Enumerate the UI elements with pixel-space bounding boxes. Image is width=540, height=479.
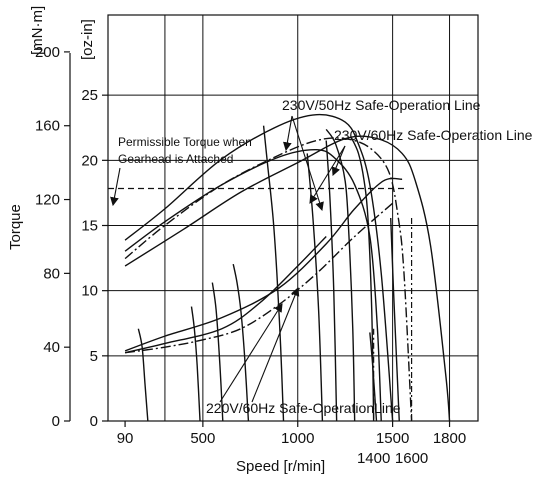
- y-tick-label-ozin: 20: [81, 152, 98, 169]
- series-line-9: [306, 153, 324, 422]
- x-tick-label: 90: [117, 430, 134, 447]
- y-tick-label-ozin: 25: [81, 87, 98, 104]
- series-line-13: [232, 263, 250, 422]
- x-tick-label: 500: [190, 430, 215, 447]
- series-line-4: [124, 135, 451, 422]
- series-line-15: [137, 328, 149, 422]
- grid: [107, 14, 479, 422]
- arrow-permissible: [110, 167, 121, 207]
- y-axis-unit-ozin: [oz-in]: [79, 19, 96, 60]
- series-line-14: [190, 306, 201, 422]
- annotation-permissible-torque-line2: Gearhead is Attached: [118, 152, 233, 166]
- annotation-230v-60hz: 230V/60Hz Safe-Operation Line: [334, 127, 533, 143]
- y-tick-label-mNm: 0: [52, 413, 60, 430]
- series-line-3: [124, 137, 413, 422]
- arrow-230v-50hz-b: [283, 115, 293, 152]
- y-tick-label-mNm: 40: [43, 339, 60, 356]
- x-tick-label: 1800: [433, 430, 466, 447]
- x-tick-label-lower: 1600: [395, 450, 428, 467]
- arrow-220v-60hz-a: [219, 303, 283, 403]
- x-tick-label: 1500: [376, 430, 409, 447]
- y-tick-label-mNm: 200: [35, 44, 60, 61]
- annotation-230v-50hz: 230V/50Hz Safe-Operation Line: [282, 97, 481, 113]
- series-line-5: [124, 177, 403, 352]
- y-tick-label-mNm: 120: [35, 192, 60, 209]
- series-line-18: [390, 217, 400, 422]
- series-line-8: [262, 125, 285, 422]
- y-tick-label-ozin: 5: [90, 348, 98, 365]
- annotation-permissible-torque: Permissible Torque when: [118, 135, 252, 149]
- series-line-16: [211, 282, 224, 422]
- y-axis-title: Torque: [7, 204, 24, 250]
- y-axes: 0 40 80 120 160 200 0 5 10 15 20 25: [35, 44, 108, 430]
- series-group: [124, 113, 451, 422]
- series-line-17: [369, 332, 378, 422]
- series-line-6: [124, 235, 327, 354]
- arrow-230v-60hz-a: [309, 145, 346, 204]
- speed-marker-lines: [373, 218, 413, 421]
- x-tick-label: 1000: [281, 430, 314, 447]
- series-line-12: [350, 136, 375, 422]
- arrow-220v-60hz-b: [251, 286, 300, 403]
- x-axis-title: Speed [r/min]: [236, 458, 325, 475]
- series-line-2: [124, 149, 382, 422]
- y-tick-label-ozin: 15: [81, 217, 98, 234]
- y-tick-label-mNm: 80: [43, 265, 60, 282]
- series-line-10: [325, 140, 338, 422]
- y-tick-label-ozin: 10: [81, 283, 98, 300]
- y-axis-unit-mNm: [mN·m]: [29, 6, 46, 55]
- arrow-230v-60hz-b: [331, 145, 346, 177]
- x-tick-label-lower: 1400: [357, 450, 390, 467]
- series-line-7: [124, 202, 394, 354]
- annotation-arrows: [110, 115, 346, 403]
- y-tick-label-mNm: 160: [35, 118, 60, 135]
- series-line-11: [325, 129, 356, 422]
- y-tick-label-ozin: 0: [90, 413, 98, 430]
- series-line-1: [124, 113, 394, 422]
- annotation-220v-60hz: 220V/60Hz Safe-OperationLine: [206, 400, 401, 416]
- plot-frame: [107, 14, 479, 422]
- x-axis: 90 500 1000 1500 1800 1400 1600: [117, 421, 466, 467]
